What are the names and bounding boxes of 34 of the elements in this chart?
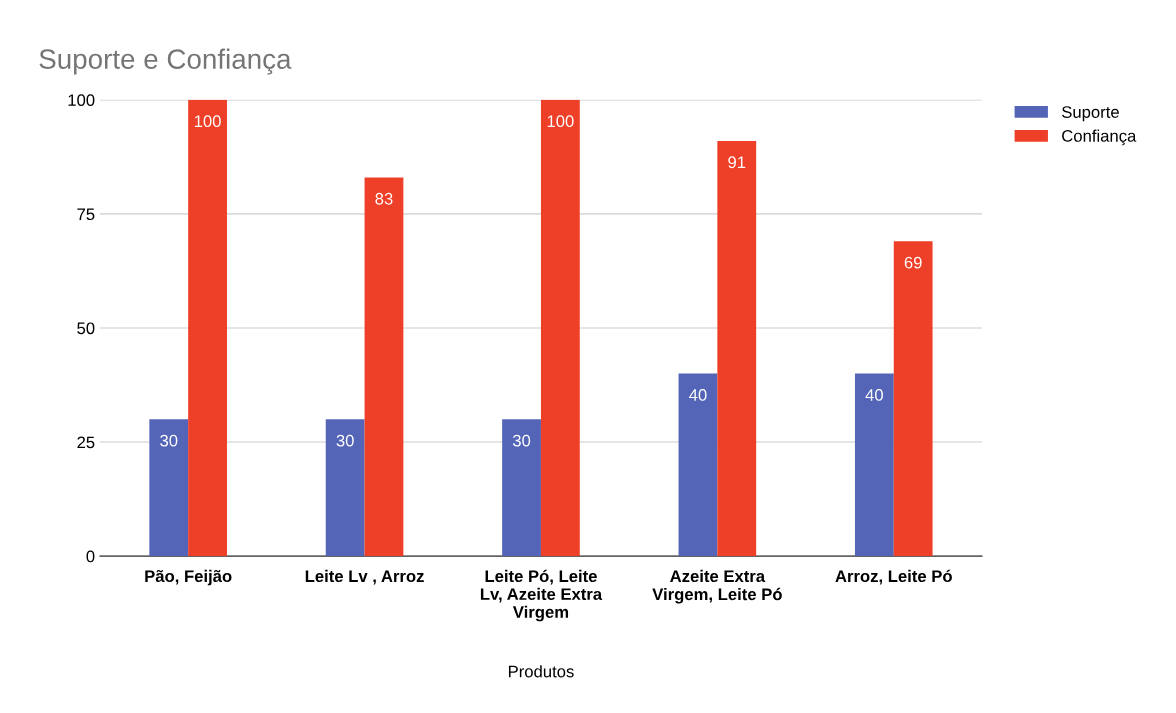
- data-label: 100: [547, 115, 574, 128]
- data-label: 91: [728, 156, 746, 169]
- bar: [717, 140, 757, 557]
- data-label: 40: [865, 389, 883, 401]
- data-label: 100: [194, 115, 221, 128]
- bar: [364, 177, 404, 557]
- data-label: 40: [689, 389, 707, 401]
- chart-title: Suporte e Confiança: [39, 48, 292, 75]
- x-tick-label: Azeite Extra Virgem, Leite Pó: [652, 569, 782, 604]
- y-tick-label: 50: [77, 322, 95, 335]
- data-label: 69: [904, 256, 922, 269]
- y-tick-label: 75: [77, 208, 95, 221]
- x-tick-label: Leite Pó, Leite Lv, Azeite Extra Virgem: [480, 569, 603, 622]
- bar: [678, 373, 718, 557]
- legend-label: Confiança: [1062, 129, 1137, 146]
- data-label: 30: [512, 434, 531, 447]
- bar: [149, 419, 189, 557]
- x-tick-label: Arroz, Leite Pó: [835, 569, 952, 585]
- x-tick-label: Pão, Feijão: [145, 569, 232, 586]
- y-tick-label: 25: [77, 436, 95, 449]
- bar: [188, 99, 227, 557]
- bar: [854, 373, 894, 557]
- bar: [540, 99, 580, 557]
- data-label: 30: [336, 434, 354, 447]
- x-tick-label: Leite Lv , Arroz: [305, 569, 424, 585]
- y-tick-label: 0: [86, 550, 95, 563]
- bar: [325, 419, 365, 557]
- data-label: 30: [160, 434, 178, 447]
- x-axis-title: Produtos: [508, 665, 574, 678]
- bar: [893, 241, 933, 557]
- bar: [502, 419, 541, 557]
- data-label: 83: [375, 192, 393, 205]
- y-tick-label: 100: [68, 94, 95, 107]
- legend-label: Suporte: [1062, 106, 1119, 122]
